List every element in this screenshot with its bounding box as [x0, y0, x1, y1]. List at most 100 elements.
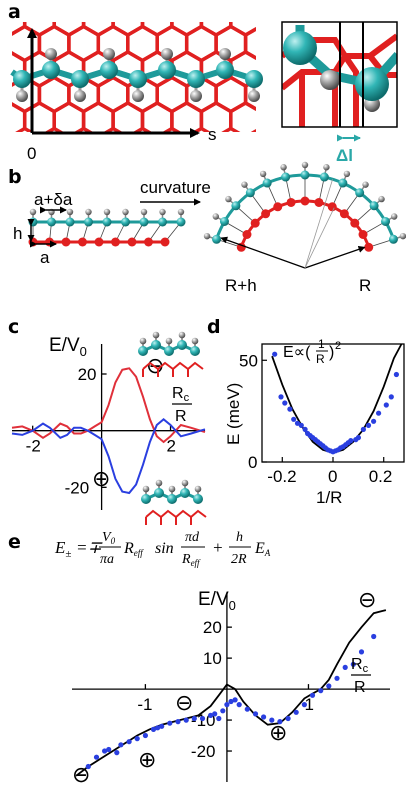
hydrogen-atom	[203, 232, 211, 240]
hydrogen-atom	[29, 208, 37, 216]
svg-text:Rc: Rc	[172, 385, 190, 404]
carbon-atom	[167, 494, 177, 504]
svg-text:E±: E±	[54, 538, 71, 560]
carbon-atom	[219, 217, 229, 226]
e-data-point	[126, 739, 132, 745]
substrate-atom	[160, 237, 170, 247]
e-data-point	[134, 736, 140, 742]
carbon-atom	[381, 217, 391, 226]
s-axis-label: s	[208, 125, 217, 144]
carbon-atom	[216, 61, 234, 79]
d-x-axis-label: 1/R	[316, 488, 342, 507]
hydrogen-atom	[16, 90, 28, 102]
e-data-point	[167, 720, 173, 726]
panel-b: b a+δa a h curvature R+h R	[8, 161, 406, 295]
substrate-atom	[127, 237, 137, 247]
c-y-tick-label: 20	[78, 365, 97, 384]
e-data-point	[159, 723, 165, 729]
svg-text:πa: πa	[100, 552, 114, 567]
hydrogen-atom	[132, 90, 144, 102]
inner-radius-arrow	[304, 245, 366, 269]
svg-text:πd: πd	[185, 530, 200, 545]
carbon-atom	[138, 346, 148, 356]
substrate-atom	[300, 196, 310, 206]
c-plus-sign: ⊕	[92, 466, 110, 491]
hydrogen-atom	[159, 208, 166, 216]
spacing-top-label: a+δa	[34, 190, 73, 209]
hydrogen-atom	[168, 485, 176, 493]
substrate-atom	[364, 242, 374, 252]
d-x-tick-label: -0.2	[267, 467, 296, 486]
hydrogen-atom	[177, 208, 185, 216]
svg-text:V0: V0	[102, 530, 116, 546]
carbon-atom	[388, 234, 398, 244]
carbon-atom	[102, 217, 112, 227]
carbon-atom	[177, 340, 187, 350]
hydrogen-atom	[103, 48, 115, 60]
e-data-point	[350, 661, 356, 667]
svg-text:R: R	[175, 408, 187, 425]
e-data-point	[232, 697, 238, 703]
d-data-point	[302, 426, 308, 432]
hydrogen-atom	[343, 170, 351, 178]
carbon-atom	[84, 217, 93, 227]
panel-label-a: a	[8, 1, 21, 23]
e-model-curve	[75, 609, 387, 777]
hydrogen-atom	[142, 485, 150, 493]
substrate-atom	[45, 237, 54, 247]
c-x-tick-label: 2	[167, 437, 176, 456]
hydrogen-atom	[45, 48, 57, 60]
hydrogen-atom	[362, 181, 369, 188]
panel-d: d -0.2 0 0.2 0 50 1/R E (meV) E∝( 1 R ) 2	[207, 316, 405, 507]
carbon-atom	[13, 70, 31, 88]
e-data-point	[199, 715, 206, 722]
hydrogen-atom	[139, 337, 147, 345]
chart-d: -0.2 0 0.2 0 50 1/R E (meV)	[224, 343, 405, 507]
carbon-atom	[180, 488, 190, 498]
carbon-atom	[151, 340, 161, 350]
svg-text:+: +	[212, 538, 223, 557]
e-x-tick-label: -1	[137, 695, 152, 714]
substrate-atom	[28, 237, 38, 247]
e-data-point	[183, 717, 189, 723]
svg-text:R: R	[316, 352, 325, 366]
svg-text:2: 2	[335, 340, 341, 352]
hydrogen-atom	[248, 90, 260, 102]
molecule-bottom-inset	[141, 479, 207, 525]
hydrogen-atom	[323, 164, 330, 171]
hydrogen-atom	[66, 208, 74, 216]
e-data-point	[220, 708, 226, 714]
hydrogen-atom	[190, 90, 202, 102]
carbon-atom	[300, 170, 310, 180]
e-xlabel: Rc R	[351, 656, 371, 696]
curvature-label: curvature	[140, 178, 211, 197]
e-data-point	[301, 702, 307, 708]
e-y-tick-label: -20	[191, 742, 216, 761]
hydrogen-atom	[399, 232, 406, 240]
d-data-point	[365, 422, 372, 428]
e-data-point	[334, 675, 340, 681]
d-data-point	[348, 438, 354, 444]
e-y-tick-label: 20	[203, 618, 222, 637]
chart-c: -2 2 20 -20	[11, 344, 206, 510]
d-data-point	[278, 394, 284, 400]
substrate-atom	[339, 209, 349, 219]
inner-radius-label: R	[359, 276, 371, 295]
carbon-atom	[139, 217, 149, 227]
hydrogen-atom	[122, 208, 129, 216]
d-x-tick-label: 0	[328, 467, 337, 486]
carbon-atom	[187, 70, 205, 88]
svg-text:1: 1	[318, 337, 325, 351]
hydrogen-atom	[391, 213, 398, 220]
e-data-point	[236, 702, 242, 708]
substrate-atom	[242, 230, 252, 239]
substrate-atom	[314, 197, 324, 207]
e-data-point	[224, 702, 230, 708]
molecular-chain	[10, 48, 263, 102]
substrate-atom	[261, 209, 271, 219]
carbon-atom	[42, 61, 60, 79]
carbon-atom	[281, 172, 291, 182]
panel-label-e: e	[8, 531, 21, 553]
